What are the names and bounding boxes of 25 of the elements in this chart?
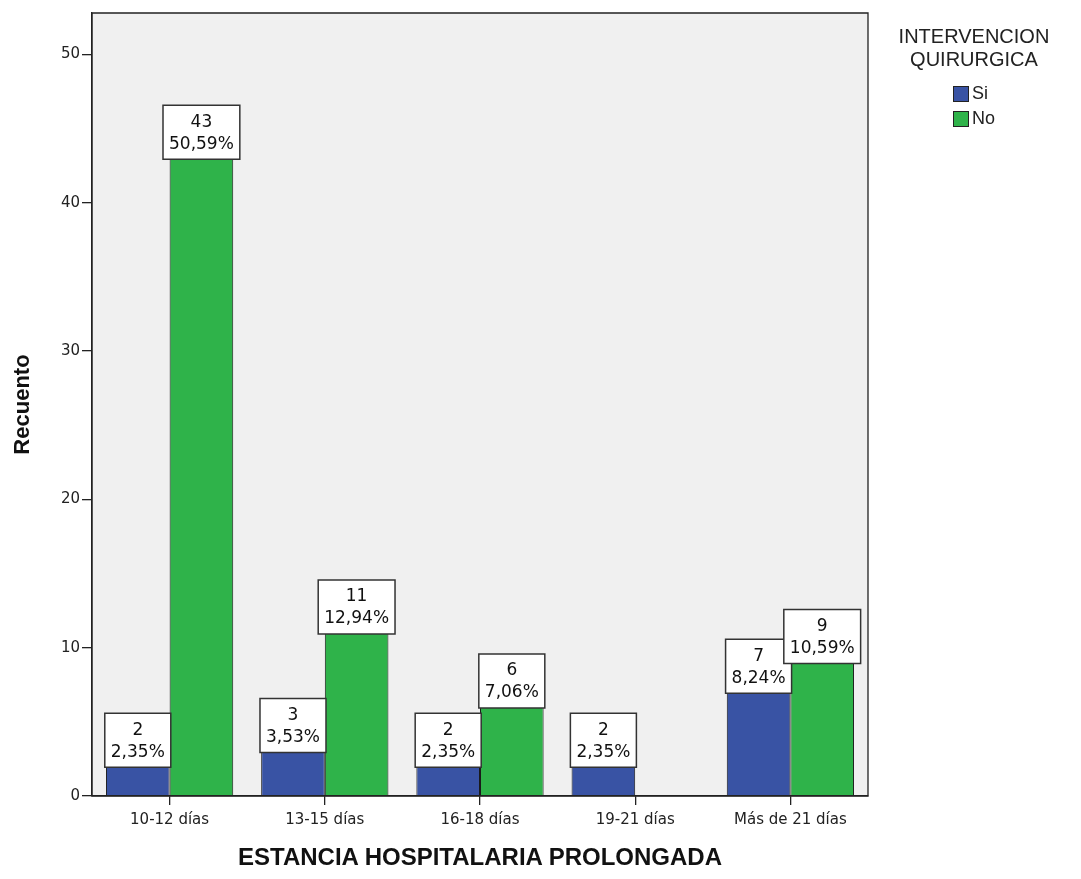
x-tick-label: 19-21 días (595, 809, 675, 828)
y-axis-title: Recuento (9, 354, 35, 455)
y-tick-label: 50 (60, 44, 80, 63)
data-label: 43 50,59% (169, 110, 234, 153)
legend-label: Si (971, 82, 988, 105)
y-tick-label: 40 (60, 192, 80, 211)
y-tick-label: 20 (60, 489, 80, 508)
x-tick-label: 16-18 días (440, 809, 520, 828)
legend-title: INTERVENCION QUIRURGICA (897, 25, 1051, 71)
x-tick-label: 10-12 días (130, 809, 210, 828)
x-tick-label: Más de 21 días (734, 809, 847, 828)
y-tick-label: 10 (60, 637, 80, 656)
data-label: 2 2,35% (110, 718, 165, 761)
data-label: 9 10,59% (789, 614, 855, 657)
legend-label: No (971, 107, 995, 130)
x-tick-label: 13-15 días (285, 809, 365, 828)
data-label: 11 12,94% (324, 585, 390, 628)
data-label: 7 8,24% (731, 644, 786, 687)
data-label: 2 2,35% (576, 718, 631, 761)
y-tick-label: 0 (70, 785, 80, 804)
y-tick-label: 30 (60, 341, 80, 359)
data-label: 6 7,06% (484, 659, 539, 702)
data-label: 2 2,35% (421, 718, 476, 761)
x-axis-title: ESTANCIA HOSPITALARIA PROLONGADA (238, 843, 722, 871)
data-label: 3 3,53% (265, 703, 320, 746)
